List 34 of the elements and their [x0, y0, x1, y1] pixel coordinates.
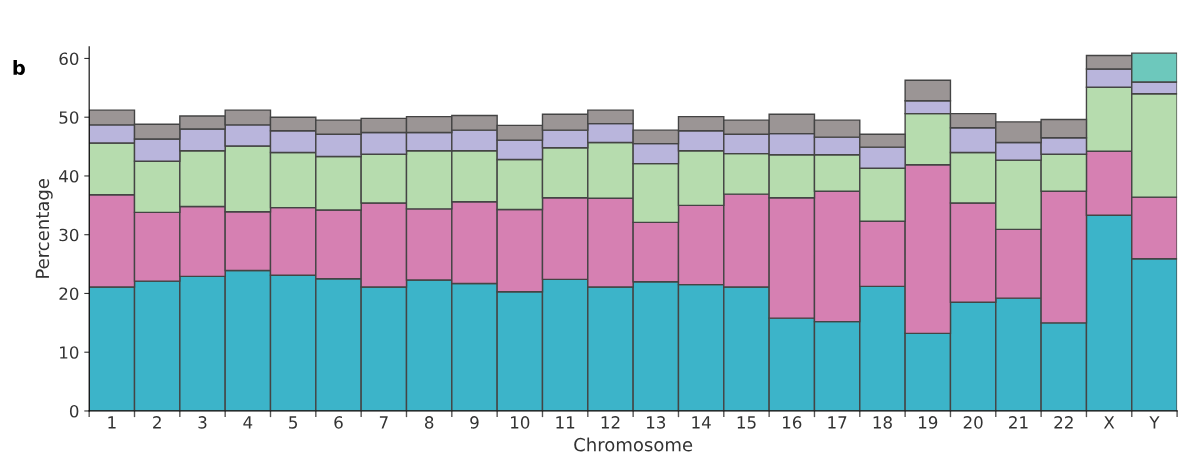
x-tick-label: 5 — [289, 416, 298, 429]
y-tick-label: 10 — [60, 346, 79, 359]
text: b — [13, 59, 25, 75]
x-tick-label: 16 — [783, 416, 802, 429]
x-tick-label: 13 — [647, 416, 666, 429]
y-tick-label: 20 — [59, 287, 79, 301]
x-tick-label: 14 — [692, 416, 711, 429]
y-tick-label: 50 — [59, 111, 79, 124]
x-tick-label: 10 — [511, 416, 530, 429]
x-tick-label: 19 — [919, 416, 938, 429]
x-tick-label: 2 — [153, 416, 161, 429]
x-tick-label: 15 — [737, 416, 756, 429]
x-tick-label: 7 — [379, 416, 388, 429]
x-tick-label: 4 — [243, 416, 253, 429]
x-tick-label: Y — [1149, 416, 1160, 429]
x-tick-label: X — [1103, 416, 1115, 429]
y-tick-label: 60 — [59, 52, 79, 66]
x-tick-label: 3 — [198, 416, 207, 429]
x-tick-label: 6 — [334, 416, 343, 429]
x-tick-label: 20 — [963, 416, 983, 429]
x-tick-label: 9 — [470, 416, 479, 429]
x-tick-label: 21 — [1009, 416, 1028, 429]
x-tick-label: 22 — [1054, 416, 1073, 429]
x-axis-title: Chromosome — [574, 437, 693, 452]
x-tick-label: 17 — [828, 416, 847, 429]
y-axis-title: Percentage — [35, 179, 53, 278]
y-tick-label: 40 — [59, 169, 79, 183]
x-tick-label: 12 — [601, 416, 620, 429]
x-tick-label: 18 — [873, 416, 892, 429]
y-tick-label: 30 — [59, 228, 79, 242]
y-tick-label: 0 — [69, 404, 79, 418]
x-tick-label: 8 — [424, 416, 434, 429]
x-tick-label: 1 — [108, 416, 116, 429]
x-tick-label: 11 — [556, 416, 575, 429]
